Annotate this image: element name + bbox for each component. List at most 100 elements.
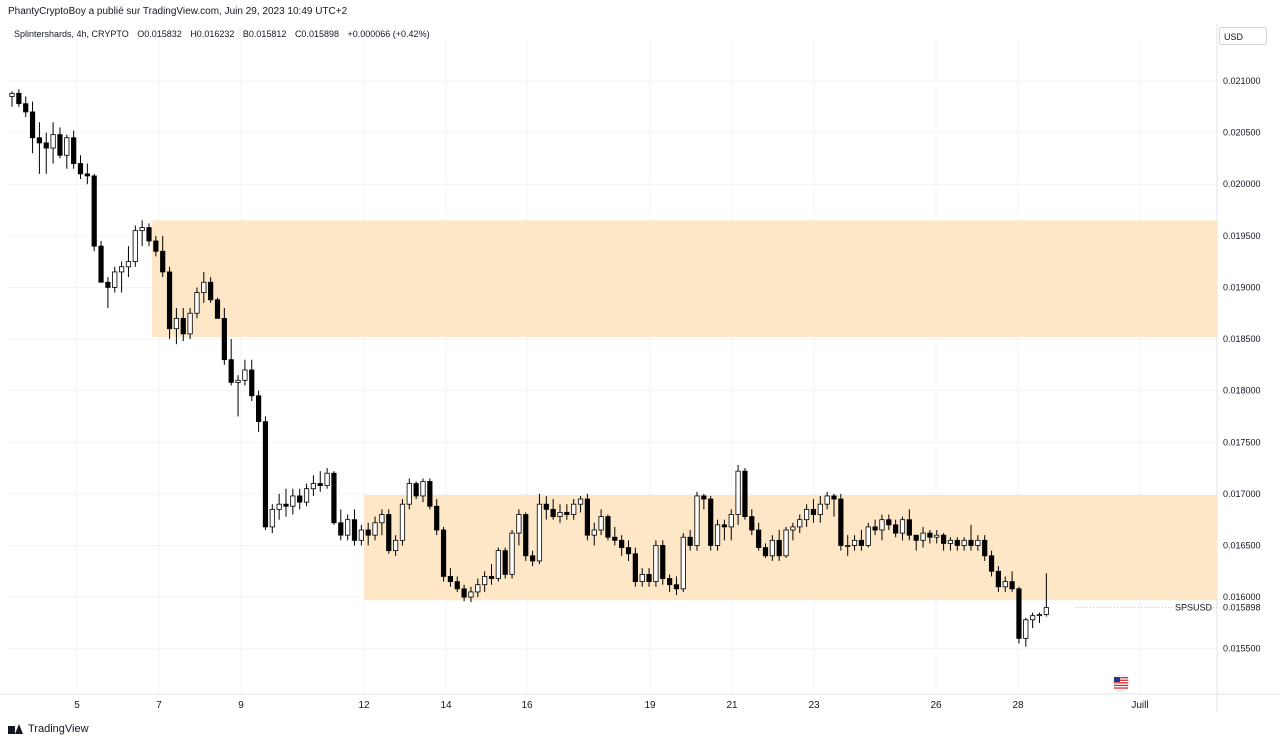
candle (468, 586, 474, 603)
candle (71, 130, 77, 169)
candle-body-down (564, 512, 570, 515)
candle-body-down (810, 508, 817, 515)
candle-body-down (413, 483, 419, 497)
legend-close: C0.015898 (294, 29, 339, 39)
candle (591, 522, 597, 546)
candle (639, 568, 645, 587)
candle-body-down (454, 581, 460, 590)
candle (899, 516, 906, 541)
legend-open: O0.015832 (137, 29, 182, 39)
candle-body-down (255, 395, 262, 423)
candle-body-up (139, 227, 145, 232)
candle-body-up (961, 539, 967, 546)
candle (516, 509, 522, 546)
candle-body-down (776, 539, 782, 557)
us-flag-icon[interactable] (1112, 674, 1130, 692)
candle (228, 339, 234, 386)
candle-body-down (756, 529, 762, 548)
time-axis[interactable]: 5 7 9 12 14 16 19 21 23 26 28 Juill (74, 700, 1148, 711)
candle-body-down (995, 570, 1002, 588)
candle-body-down (249, 369, 255, 397)
zone-rectangle (364, 494, 1217, 601)
candle-body-down (427, 481, 433, 507)
candle-body-up (516, 514, 522, 534)
candle (214, 297, 221, 319)
candle-body-up (577, 498, 584, 505)
price-tick-label: 0.021000 (1223, 76, 1261, 86)
candle (29, 101, 36, 154)
candle-body-up (475, 584, 481, 593)
candle (913, 534, 919, 551)
time-tick-label: 12 (358, 700, 370, 711)
candle (262, 416, 269, 530)
candle (379, 509, 385, 536)
candle (550, 499, 556, 520)
candle-body-down (927, 532, 933, 538)
candle-body-down (530, 555, 536, 562)
candle-body-down (550, 508, 556, 517)
price-axis[interactable]: 0.021000 0.020500 0.020000 0.019500 0.019000… (1223, 76, 1261, 654)
candle (413, 481, 419, 500)
candle-body-down (701, 495, 707, 500)
candle (557, 504, 563, 523)
candle (392, 535, 399, 556)
candle (845, 535, 851, 556)
candle-body-up (406, 483, 412, 505)
legend-low: B0.015812 (242, 29, 287, 39)
candle-body-down (893, 524, 899, 534)
candle-body-down (605, 516, 611, 538)
candle (269, 504, 275, 534)
flag-stripe (1114, 684, 1128, 687)
candle-body-up (591, 529, 597, 536)
candle-body-up (379, 514, 385, 524)
candle (208, 277, 214, 303)
candle (331, 471, 337, 525)
candle (886, 514, 892, 530)
candle-body-down (77, 163, 84, 175)
candle (660, 540, 666, 585)
candle-body-down (584, 498, 591, 536)
candle-body-down (886, 519, 892, 526)
candle (201, 271, 207, 303)
candle-body-down (365, 529, 371, 536)
candle-body-up (112, 271, 118, 288)
candle-body-down (440, 529, 447, 577)
candle (132, 225, 138, 267)
candle-body-up (790, 526, 796, 531)
candle-body-down (84, 173, 90, 177)
candle-body-down (57, 134, 63, 156)
candle-body-up (639, 573, 645, 583)
publisher-header: PhantyCryptoBoy a publié sur TradingView… (8, 6, 348, 17)
candle (23, 96, 29, 118)
candle (91, 173, 97, 252)
candle (680, 533, 686, 592)
candle-body-down (708, 498, 714, 546)
candle-body-up (1030, 615, 1036, 621)
candle (605, 514, 611, 541)
candle-body-up (920, 532, 926, 541)
candle (105, 277, 111, 309)
candle (742, 468, 748, 520)
candle (865, 522, 871, 548)
time-tick-label: 16 (521, 700, 533, 711)
zone-rectangle (151, 220, 1218, 337)
tradingview-footer[interactable]: TradingView (8, 723, 89, 735)
candle (694, 491, 700, 551)
candle-body-down (16, 92, 22, 105)
candle-body-down (954, 539, 960, 546)
candle-body-up (598, 516, 604, 531)
candle-body-up (276, 503, 282, 510)
candle-body-up (571, 503, 577, 515)
candle-body-down (338, 522, 344, 536)
candle-body-down (625, 547, 632, 555)
candle-body-down (721, 524, 728, 528)
candle (530, 550, 536, 567)
candle (646, 568, 652, 587)
candle-body-up (468, 591, 474, 598)
currency-button[interactable]: USD (1219, 27, 1267, 45)
legend-symbol[interactable]: Splintershards, 4h, CRYPTO (14, 29, 129, 39)
candle (1036, 612, 1043, 623)
candle-body-down (166, 271, 173, 330)
candle (43, 132, 49, 174)
